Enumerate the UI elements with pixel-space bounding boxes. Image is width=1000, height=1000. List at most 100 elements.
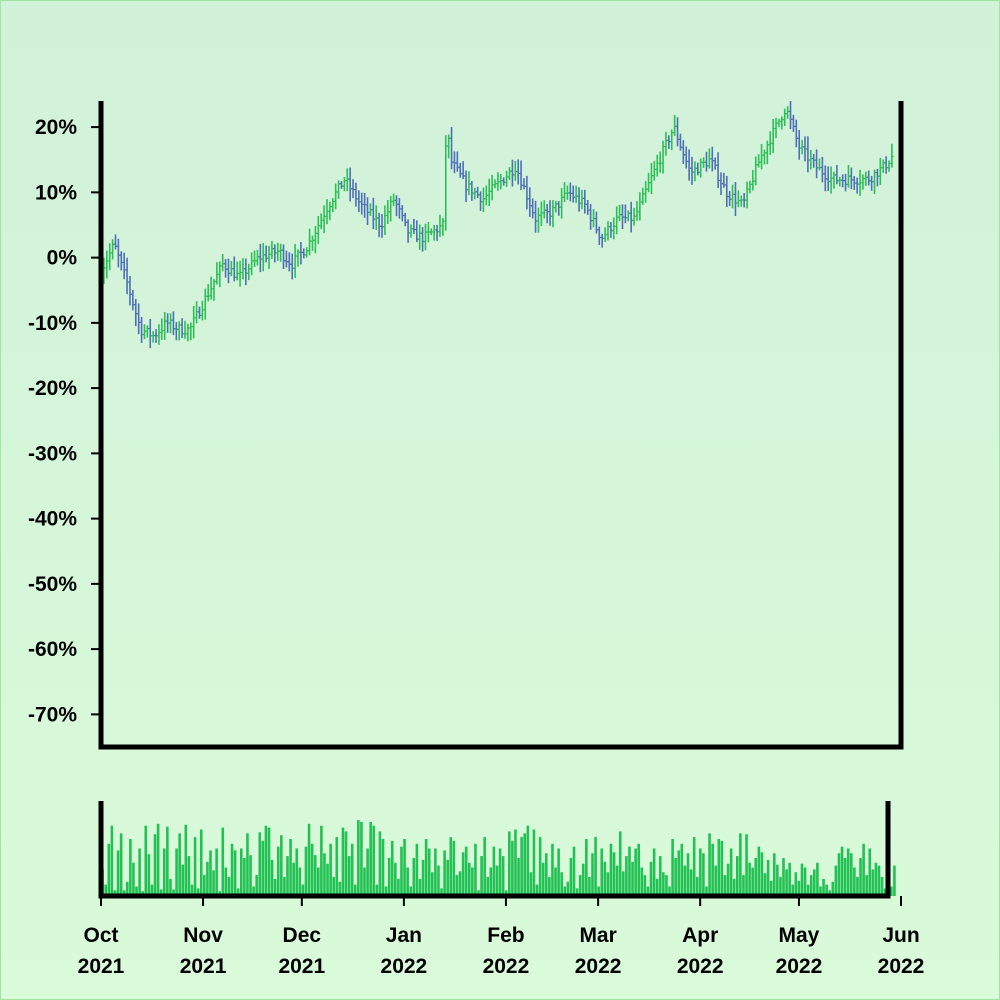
volume-bar [178, 833, 181, 896]
volume-bar [791, 884, 795, 896]
x-tick-month: Dec [283, 924, 322, 947]
volume-bar [748, 862, 751, 896]
volume-bar [443, 850, 446, 896]
volume-bar [612, 852, 616, 896]
volume-bar [292, 862, 295, 896]
volume-bar [434, 848, 437, 896]
volume-bar [628, 846, 631, 896]
volume-bar [517, 858, 520, 896]
volume-bar [760, 852, 764, 896]
volume-bar [199, 829, 203, 896]
volume-bar [289, 839, 292, 896]
volume-bar [868, 848, 872, 896]
volume-bar [714, 865, 718, 896]
volume-bar [615, 865, 619, 896]
volume-bar [520, 837, 523, 896]
volume-bar [797, 880, 801, 896]
volume-bar [843, 858, 847, 896]
x-tick-year: 2022 [381, 955, 428, 978]
volume-bar [831, 881, 835, 896]
volume-bar [585, 839, 588, 896]
volume-bar [581, 863, 585, 896]
volume-bar [360, 821, 363, 896]
ohlc-series [99, 100, 894, 349]
volume-bar [766, 859, 770, 896]
volume-bar [249, 855, 252, 896]
volume-bar [699, 848, 702, 896]
volume-bar [224, 867, 228, 896]
volume-bar [390, 840, 394, 896]
volume-bar [618, 831, 622, 896]
volume-bar [819, 886, 822, 896]
volume-bar [578, 875, 582, 896]
volume-bar [874, 862, 878, 896]
volume-bar [357, 820, 360, 896]
volume-bar [837, 853, 841, 896]
volume-bar [757, 846, 761, 896]
x-tick-month: Nov [183, 924, 223, 947]
y-tick-label: -70% [28, 703, 77, 726]
volume-bar [464, 846, 468, 896]
y-tick-label: -20% [28, 377, 77, 400]
volume-bar [890, 886, 893, 896]
volume-bar [788, 862, 791, 896]
volume-bar [723, 875, 727, 896]
volume-bar [427, 848, 431, 896]
volume-bar [671, 839, 674, 896]
volume-bar [107, 843, 111, 896]
x-tick-year: 2022 [776, 955, 823, 978]
x-tick-year: 2022 [878, 955, 925, 978]
volume-bar [147, 854, 151, 896]
volume-bar [415, 843, 419, 896]
volume-bar [156, 823, 160, 896]
volume-bar [378, 831, 382, 896]
volume-bar [310, 843, 314, 896]
volume-bar [295, 848, 299, 896]
volume-bar [449, 837, 453, 896]
x-tick-month: May [779, 924, 820, 947]
volume-bar [104, 884, 108, 896]
volume-bar [394, 862, 397, 896]
volume-bar [184, 824, 188, 896]
volume-bar [283, 877, 286, 896]
volume-bar [674, 858, 677, 896]
volume-bar [856, 877, 859, 896]
volume-bar [236, 888, 240, 896]
y-tick-label: -10% [28, 312, 77, 335]
volume-bar [175, 848, 178, 896]
volume-bar [840, 846, 844, 896]
y-tick-label: 0% [47, 247, 78, 270]
volume-bar [806, 884, 810, 896]
volume-bar [230, 843, 234, 896]
volume-bar [153, 834, 157, 896]
volume-bar [209, 850, 212, 896]
volume-bar [307, 823, 311, 896]
volume-bar [575, 888, 579, 896]
volume-bar [652, 848, 656, 896]
volume-bar [276, 846, 280, 896]
volume-bar [683, 865, 687, 896]
volume-bar [187, 856, 191, 896]
volume-bar [344, 831, 348, 896]
volume-bar [529, 872, 533, 896]
volume-bar [643, 875, 647, 896]
volume-bar [347, 856, 351, 896]
volume-bar [227, 877, 231, 896]
volume-bar [458, 871, 462, 896]
y-tick-label: -40% [28, 508, 77, 531]
x-tick-year: 2022 [677, 955, 724, 978]
volume-bar [640, 867, 644, 896]
volume-bar [243, 858, 246, 896]
volume-bar [424, 839, 428, 896]
volume-bar [745, 834, 748, 896]
volume-bar [544, 853, 548, 896]
volume-bar [668, 886, 671, 896]
volume-bar [557, 848, 560, 896]
volume-bar [132, 862, 135, 896]
volume-bar [883, 888, 887, 896]
volume-bar [625, 856, 628, 896]
volume-bar [532, 829, 536, 896]
volume-bar [301, 884, 305, 896]
volume-bar [893, 865, 896, 896]
volume-bar [196, 888, 200, 896]
